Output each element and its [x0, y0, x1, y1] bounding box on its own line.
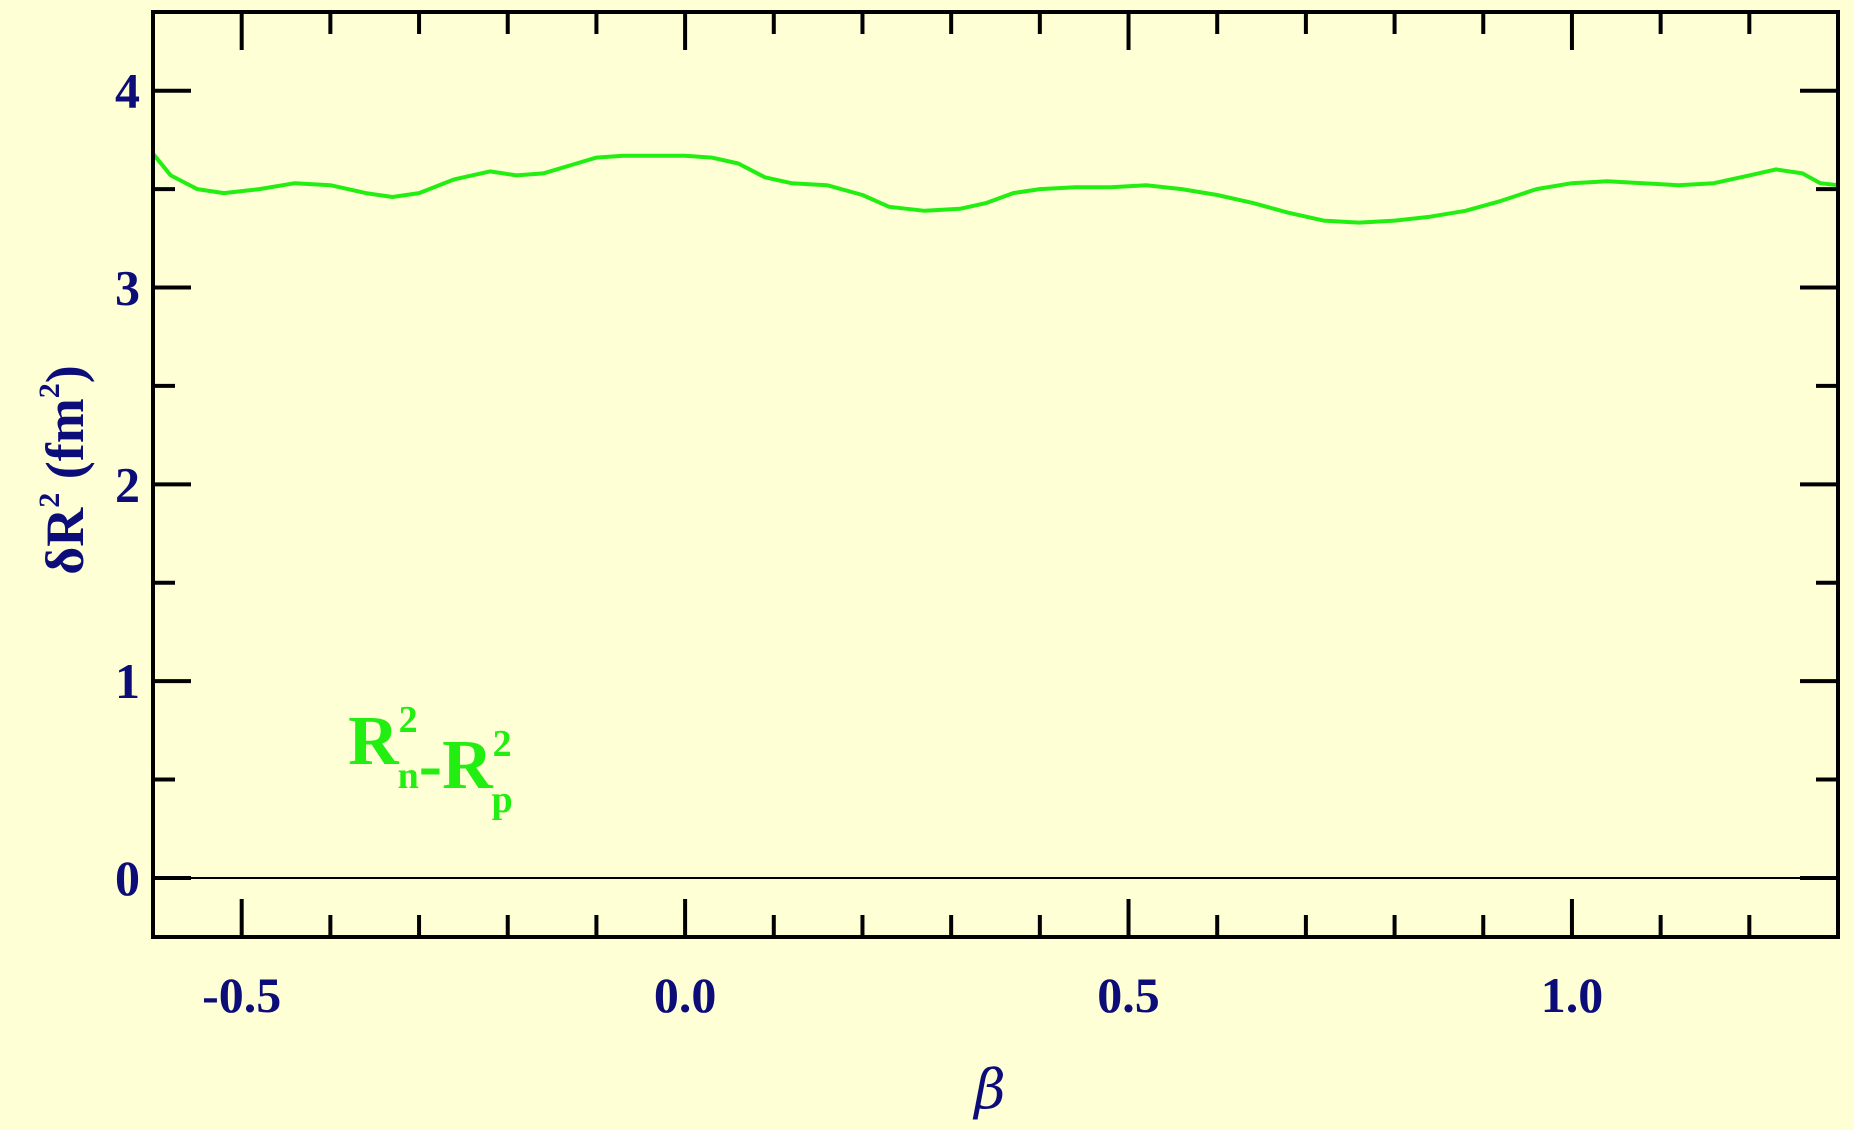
annotation-label: R2 n-R2 p: [348, 699, 513, 821]
y-axis-title: δR2 (fm2): [33, 365, 95, 574]
annotation-main: -: [419, 727, 442, 804]
x-axis-title: β: [972, 1058, 1005, 1121]
x-tick-label: -0.5: [202, 967, 281, 1023]
x-tick-label: 0.5: [1097, 967, 1160, 1023]
annotation-sub: p: [492, 779, 513, 821]
y-tick-labels: 0 1 2 3 4: [115, 63, 140, 906]
series-line-rn2-rp2: [151, 152, 1839, 225]
annotation-sub: n: [398, 755, 419, 797]
y-axis-title-unit-sup: 2: [33, 383, 66, 398]
x-tick-label: 0.0: [654, 967, 717, 1023]
x-tick-labels: -0.5 0.0 0.5 1.0: [202, 967, 1603, 1023]
y-tick-label: 0: [115, 850, 140, 906]
y-axis-title-main: δR: [35, 507, 95, 575]
annotation-main: R: [348, 703, 400, 780]
annotation-main: R: [442, 727, 494, 804]
annotation-sup: 2: [399, 699, 418, 741]
y-tick-label: 2: [115, 456, 140, 512]
annotation-sup: 2: [493, 723, 512, 765]
series-annotation: R2 n-R2 p: [348, 699, 513, 821]
y-axis-title-sup: 2: [33, 493, 66, 508]
y-tick-label: 1: [115, 653, 140, 709]
y-tick-label: 3: [115, 260, 140, 316]
x-tick-label: 1.0: [1541, 967, 1604, 1023]
y-axis-title-unit: (fm: [35, 398, 95, 492]
plot-frame: [151, 10, 1840, 939]
y-tick-label: 4: [115, 63, 140, 119]
y-axis-title-unit-close: ): [35, 365, 95, 383]
